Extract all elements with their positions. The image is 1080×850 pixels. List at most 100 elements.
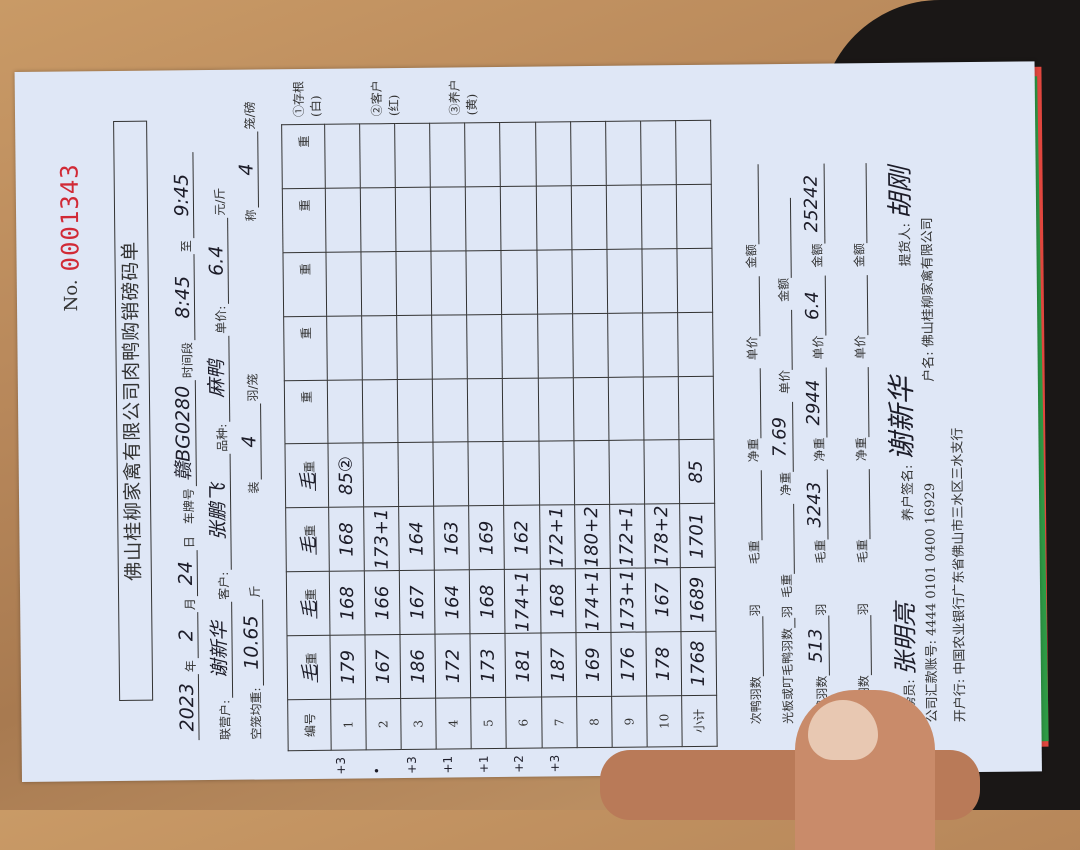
summary-amount: 25242: [800, 163, 826, 243]
empty-cell: [536, 186, 572, 250]
plate-value: 赣BG0280: [168, 380, 197, 486]
per-weigh-label: 称: [242, 209, 259, 221]
summary-gross: [769, 504, 795, 574]
account-line: 公司汇款账号: 4444 0101 0400 16929 户名: 佛山桂柳家禽有…: [916, 217, 940, 722]
weigher-signature: 张明亮: [884, 525, 921, 675]
price-value: 6.4: [205, 218, 229, 304]
picker-signature: 胡刚: [886, 167, 917, 219]
empty-cell: [503, 378, 539, 442]
summary-amount-label: 金额: [742, 244, 759, 268]
empty-cell: [642, 248, 678, 312]
weight-cell: [433, 442, 469, 506]
column-suffix: 重: [303, 525, 317, 537]
to-label: 至: [177, 240, 194, 252]
empty-cell: [677, 312, 713, 376]
time-label: 时间段: [178, 342, 195, 378]
summary-amount: [766, 198, 792, 278]
row-number: 10: [646, 696, 682, 747]
column-suffix: 重: [304, 589, 318, 601]
column-suffix: 重: [299, 327, 313, 339]
row-number: 2: [366, 699, 402, 750]
year-value: 2023: [176, 674, 200, 740]
row-number: 4: [436, 698, 472, 749]
column-suffix: 重: [297, 199, 311, 211]
weight-cell: 186: [400, 634, 436, 698]
weight-cell: 172: [435, 634, 471, 698]
empty-cell: [398, 379, 434, 443]
empty-cell: [396, 251, 432, 315]
weight-cell: [574, 441, 610, 505]
empty-cell: [325, 124, 361, 188]
weight-cell: 85②: [328, 443, 364, 507]
summary-unit: 羽: [778, 606, 795, 618]
empty-cell: [432, 315, 468, 379]
summary-count: [770, 618, 795, 628]
margin-mark: +1: [466, 751, 502, 773]
empty-cell: [607, 249, 643, 313]
weight-cell: [398, 443, 434, 507]
index-header: 编号: [288, 699, 332, 750]
summary-net-label: 净重: [777, 472, 794, 496]
empty-cell: [433, 378, 469, 442]
summary-label: 次鸭羽数: [747, 676, 765, 724]
empty-cell: [362, 315, 398, 379]
empty-cell: [643, 376, 679, 440]
summary-net: [844, 367, 870, 437]
empty-cell: [501, 186, 537, 250]
column-header: 重: [282, 188, 326, 252]
empty-cell: [467, 314, 503, 378]
row-number: 6: [506, 697, 542, 748]
empty-cell: [327, 316, 363, 380]
column-header: 毛重: [287, 635, 331, 699]
weight-cell: 169: [576, 632, 612, 696]
column-header: 重: [282, 124, 326, 188]
column-suffix: 重: [305, 652, 319, 664]
summary-unit: 羽: [746, 604, 763, 616]
summary-gross: [845, 469, 871, 539]
weight-cell: 168: [329, 507, 365, 571]
empty-cell: [607, 313, 643, 377]
empty-cell: [360, 188, 396, 252]
empty-cell: [640, 121, 676, 185]
weight-cell: 174+1: [575, 569, 611, 633]
weight-cell: 179: [330, 635, 366, 699]
summary-gross-label: 毛重: [812, 539, 829, 563]
weight-cell: 166: [364, 571, 400, 635]
per-weigh-unit: 笼/磅: [241, 101, 258, 129]
empty-cell: [395, 123, 431, 187]
empty-cell: [571, 185, 607, 249]
empty-cell: [466, 250, 502, 314]
empty-cell: [675, 120, 711, 184]
weight-cell: 176: [611, 632, 647, 696]
month-value: 2: [175, 612, 198, 658]
empty-cell: [536, 250, 572, 314]
column-header: 毛重: [286, 508, 330, 572]
weight-cell: [363, 443, 399, 507]
weight-cell: 168: [540, 569, 576, 633]
empty-cell: [501, 250, 537, 314]
summary-unit-price-label: 单价: [809, 335, 826, 359]
weight-cell: 163: [434, 506, 470, 570]
subtotal-cell: 1701: [679, 504, 715, 568]
weight-cell: 168: [329, 571, 365, 635]
price-label: 单价:: [212, 306, 229, 334]
weight-cell: 162: [504, 505, 540, 569]
weight-cell: 164: [435, 570, 471, 634]
empty-cell: [362, 379, 398, 443]
account-number: 4444 0101 0400 16929: [922, 386, 940, 636]
copy-legend-item: ③养户(黄): [446, 67, 481, 115]
column-header: 毛重: [286, 572, 330, 636]
no-label: No.: [61, 279, 82, 311]
summary-unit-price: [843, 275, 869, 335]
summary-unit-price-label: 单价: [851, 335, 868, 359]
customer-label: 客户:: [215, 572, 232, 600]
summary-unit-price: [735, 276, 761, 336]
summary-count: 513: [804, 616, 830, 676]
per-cage-value: 4: [238, 403, 262, 479]
weight-cell: 187: [540, 633, 576, 697]
weight-cell: 172+1: [609, 504, 645, 568]
summary-gross-label: 毛重: [778, 574, 795, 598]
